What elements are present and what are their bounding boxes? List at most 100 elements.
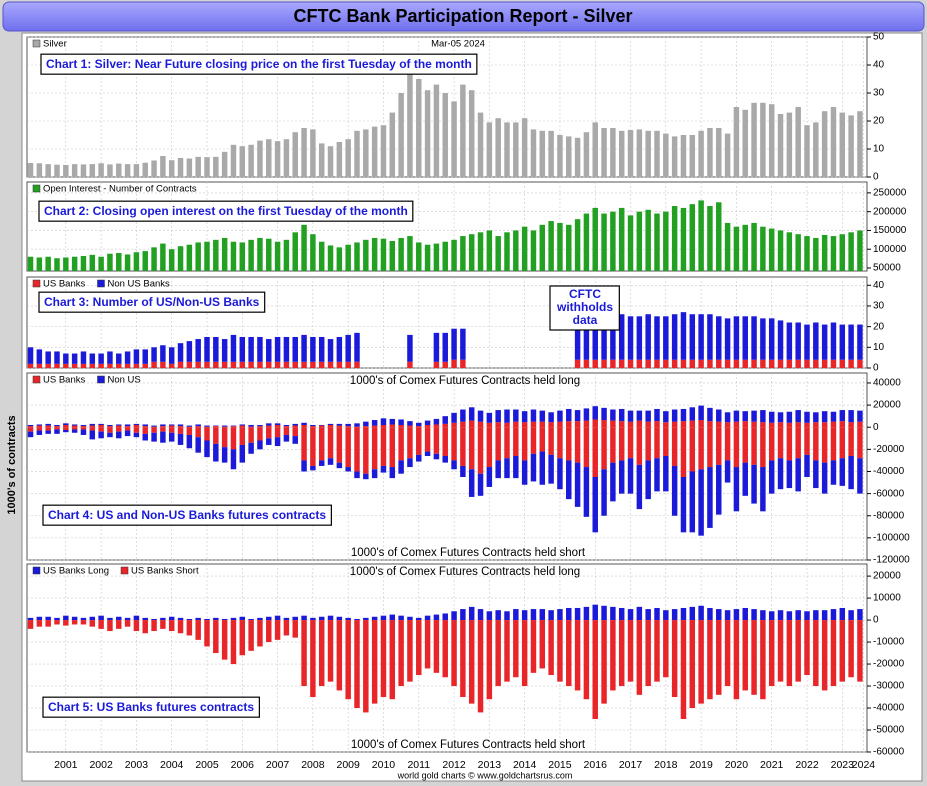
bar (751, 316, 757, 360)
bar (645, 609, 651, 621)
bar (80, 426, 87, 428)
bar (663, 620, 669, 678)
bar (266, 339, 272, 362)
bar (539, 224, 546, 271)
bar (389, 418, 396, 425)
bar (424, 244, 431, 271)
bar (698, 620, 704, 704)
bar (486, 122, 493, 177)
bar (98, 620, 104, 629)
bar (63, 429, 69, 433)
bar (433, 424, 440, 428)
bar (433, 453, 440, 460)
bar (636, 316, 643, 360)
bar (451, 611, 457, 621)
bar (716, 464, 722, 515)
bar (468, 420, 475, 428)
bar (716, 316, 722, 360)
bar (671, 427, 678, 466)
bar (133, 363, 140, 368)
bar (557, 458, 563, 490)
bar (416, 426, 422, 428)
bar (486, 422, 493, 428)
bar (583, 359, 590, 368)
bar (133, 349, 140, 364)
bar (671, 314, 678, 360)
bar (142, 363, 148, 368)
bar (71, 256, 78, 271)
bar (116, 353, 122, 364)
x-tick-label: 2012 (442, 759, 466, 771)
bar (530, 421, 537, 428)
bar (310, 426, 316, 428)
bar (177, 433, 184, 445)
bar (80, 425, 87, 427)
y-tick-label: 50000 (873, 263, 901, 274)
bar (433, 361, 440, 368)
bar (513, 609, 519, 621)
bar (345, 620, 351, 700)
bar (292, 361, 298, 368)
bar (645, 130, 651, 177)
bar (716, 128, 722, 177)
bar (821, 620, 828, 691)
bar (389, 614, 396, 621)
bar (601, 427, 607, 470)
bar (813, 122, 819, 177)
bar (292, 132, 298, 177)
bar (530, 427, 537, 454)
bar (786, 322, 793, 360)
bar (371, 126, 378, 177)
x-tick-label: 2010 (372, 759, 396, 771)
bar (795, 427, 801, 459)
legend-label: Silver (43, 39, 67, 50)
bar (557, 421, 563, 428)
bar (221, 620, 228, 660)
bar (610, 427, 616, 463)
bar (760, 467, 766, 512)
bar (380, 418, 387, 426)
bar (495, 422, 501, 428)
bar (416, 79, 422, 177)
bar (777, 427, 784, 459)
bar (601, 469, 607, 516)
bar (98, 353, 104, 364)
bar (160, 361, 166, 368)
bar (566, 136, 572, 177)
bar (389, 620, 396, 700)
bar (363, 129, 369, 177)
bar (821, 359, 828, 368)
bar (848, 232, 854, 271)
bar (398, 419, 404, 426)
bar (133, 620, 140, 632)
bar (274, 427, 281, 438)
bar (89, 620, 96, 627)
bar (830, 359, 837, 368)
bar (663, 411, 669, 423)
legend-label: US Banks (43, 375, 85, 386)
bar (477, 427, 484, 474)
bar (45, 616, 51, 621)
short-note: 1000's of Comex Futures Contracts held s… (351, 547, 586, 559)
chart-title: Chart 2: Closing open interest on the fi… (44, 204, 408, 218)
bar (751, 421, 757, 428)
chart-title: Chart 1: Silver: Near Future closing pri… (46, 57, 472, 71)
bar (27, 426, 34, 428)
bar (724, 610, 731, 621)
bar (645, 410, 651, 422)
bar (371, 427, 378, 470)
bar (539, 620, 546, 669)
bar (716, 427, 722, 465)
bar (707, 607, 713, 621)
bar (733, 107, 740, 177)
bar (71, 363, 78, 368)
bar (627, 129, 634, 177)
bar (592, 314, 598, 360)
bar (574, 137, 581, 177)
bar (301, 128, 307, 177)
bar (777, 359, 784, 368)
bar (698, 405, 704, 421)
bar (442, 332, 448, 362)
bar (124, 351, 131, 364)
